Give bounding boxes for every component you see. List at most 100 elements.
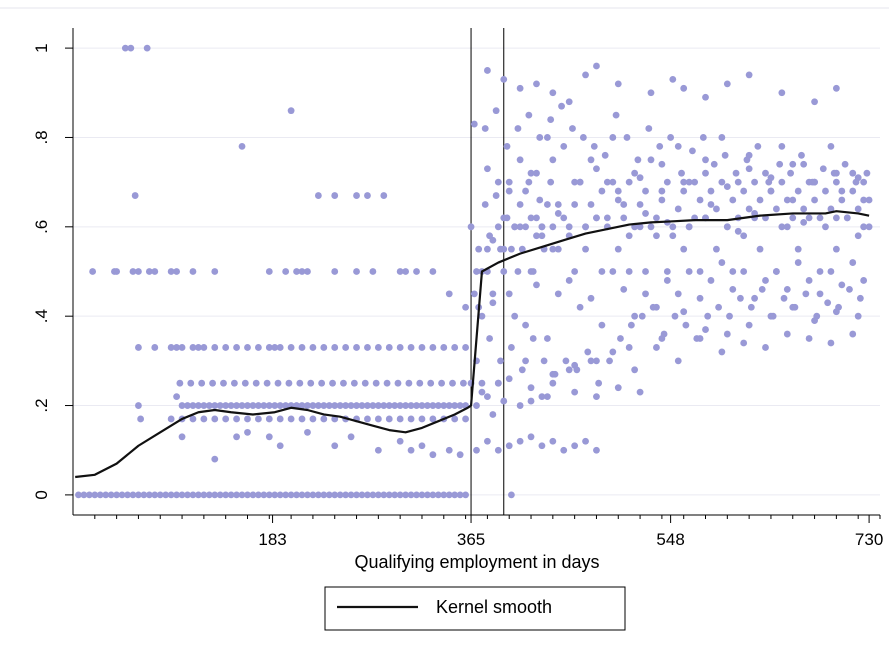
data-point (860, 178, 868, 186)
data-point (718, 348, 726, 356)
data-point (505, 442, 513, 450)
data-point (276, 491, 284, 499)
data-point (609, 134, 617, 141)
data-point (571, 268, 579, 275)
data-point (467, 223, 475, 231)
data-point (547, 116, 555, 123)
data-point (494, 379, 502, 387)
data-point (209, 379, 216, 387)
data-point (658, 196, 666, 204)
data-point (721, 151, 729, 159)
data-point (642, 268, 649, 275)
data-point (723, 330, 731, 338)
data-point (522, 187, 529, 195)
data-point (713, 205, 720, 213)
data-point (293, 268, 300, 275)
data-point (402, 268, 410, 275)
data-point (494, 446, 502, 454)
data-point (571, 388, 579, 396)
data-point (492, 107, 500, 115)
data-point (205, 491, 213, 499)
data-point (518, 366, 526, 374)
data-point (696, 268, 704, 275)
data-point (562, 357, 570, 365)
y-tick-labels: 0 .2 .4 .6 .8 1 (32, 43, 51, 499)
data-point (456, 451, 464, 459)
data-point (265, 268, 273, 275)
data-point (737, 294, 744, 302)
data-point (353, 344, 360, 351)
data-point (135, 402, 142, 409)
data-point (680, 84, 688, 92)
data-point (484, 165, 491, 173)
data-point (227, 402, 235, 409)
data-point (233, 491, 240, 499)
data-point (244, 491, 251, 499)
data-point (222, 402, 230, 409)
data-point (538, 232, 546, 240)
data-point (500, 75, 508, 83)
data-point (832, 178, 840, 186)
data-point (427, 379, 435, 387)
data-point (429, 415, 437, 423)
data-point (350, 379, 358, 387)
data-point (508, 344, 515, 351)
data-point (413, 402, 420, 409)
data-point (331, 268, 339, 275)
x-axis-title: Qualifying employment in days (354, 552, 599, 572)
data-point (260, 402, 268, 409)
data-point (627, 321, 635, 329)
y-tick-label: .4 (32, 309, 51, 323)
data-point (522, 223, 529, 231)
data-point (745, 165, 753, 173)
data-point (789, 160, 797, 168)
data-point (500, 268, 508, 275)
data-point (231, 379, 238, 387)
data-point (827, 205, 835, 213)
data-point (470, 290, 478, 298)
data-point (451, 491, 459, 499)
data-point (445, 491, 453, 499)
data-point (533, 281, 540, 289)
data-point (824, 299, 832, 307)
data-point (176, 379, 184, 387)
data-point (298, 268, 306, 275)
data-point (680, 178, 688, 186)
data-point (860, 277, 868, 284)
data-point (707, 277, 715, 284)
data-point (195, 402, 202, 409)
data-point (369, 268, 377, 275)
data-point (508, 491, 515, 499)
data-point (649, 303, 657, 311)
data-point (667, 134, 675, 141)
data-point (407, 402, 415, 409)
data-point (587, 357, 595, 365)
data-point (538, 393, 546, 400)
data-point (543, 393, 551, 400)
data-point (385, 491, 393, 499)
data-point (783, 223, 791, 231)
data-point (538, 442, 546, 450)
legend-label-kernel-smooth: Kernel smooth (436, 597, 552, 617)
data-point (309, 415, 317, 423)
data-point (418, 415, 426, 423)
data-point (508, 245, 515, 253)
data-point (745, 321, 753, 329)
data-point (740, 268, 748, 275)
data-point (320, 402, 328, 409)
data-point (405, 379, 413, 387)
data-point (396, 344, 404, 351)
data-point (374, 344, 382, 351)
x-tick-label: 730 (855, 530, 883, 549)
data-point (685, 223, 693, 231)
data-point (271, 344, 279, 351)
data-point (456, 491, 464, 499)
data-point (593, 446, 600, 454)
data-point (565, 98, 573, 106)
data-point (674, 205, 682, 213)
data-point (811, 317, 818, 325)
data-point (429, 491, 437, 499)
data-point (418, 402, 426, 409)
data-point (145, 268, 153, 275)
data-point (838, 196, 846, 204)
